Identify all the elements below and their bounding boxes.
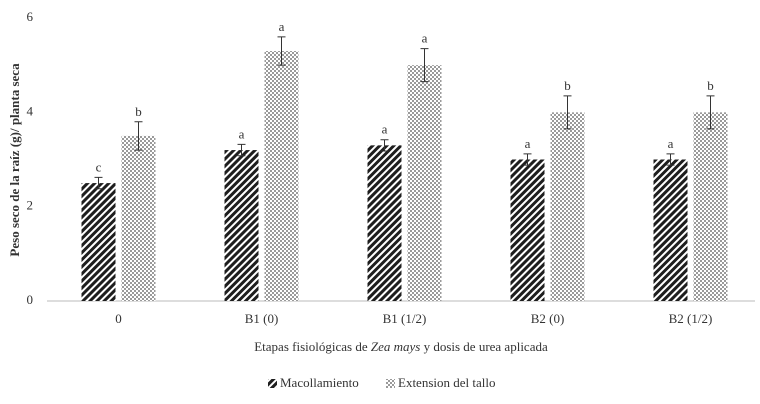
x-axis-title-part: y dosis de urea aplicada <box>420 339 548 354</box>
error-bar <box>380 139 389 152</box>
significance-letter: a <box>422 31 428 46</box>
bar <box>653 159 688 301</box>
significance-letter: b <box>707 78 714 93</box>
significance-letter: a <box>279 19 285 34</box>
bar <box>407 65 442 302</box>
x-axis-title-part: Etapas fisiológicas de <box>254 339 371 354</box>
bar <box>121 135 156 301</box>
bar <box>264 51 299 302</box>
error-bar <box>523 153 532 166</box>
x-axis-title-italic: Zea mays <box>371 339 420 354</box>
legend-swatch <box>268 379 277 388</box>
x-tick-label: B2 (1/2) <box>669 311 713 326</box>
y-axis-title: Peso seco de la raíz (g)/ planta seca <box>7 63 22 257</box>
y-tick-label: 6 <box>27 9 34 24</box>
error-bar <box>134 121 143 151</box>
error-bar <box>94 176 103 190</box>
error-bar <box>420 48 429 83</box>
error-bar <box>666 153 675 166</box>
y-tick-label: 2 <box>27 198 34 213</box>
significance-letter: a <box>525 136 531 151</box>
x-tick-label: 0 <box>115 311 122 326</box>
significance-letter: a <box>239 126 245 141</box>
x-axis-title: Etapas fisiológicas de Zea mays y dosis … <box>254 339 548 354</box>
significance-letter: c <box>96 159 102 174</box>
bar <box>224 150 259 301</box>
legend-label: Extension del tallo <box>398 375 495 390</box>
error-bar <box>563 95 572 130</box>
error-bar <box>277 36 286 66</box>
error-bar <box>237 143 246 157</box>
y-tick-label: 0 <box>27 292 34 307</box>
legend-label: Macollamiento <box>280 375 359 390</box>
y-tick-label: 4 <box>27 103 34 118</box>
bar <box>550 112 585 301</box>
legend-swatch <box>386 379 395 388</box>
bar <box>81 183 116 301</box>
error-bar <box>706 95 715 130</box>
significance-letter: a <box>382 122 388 137</box>
significance-letter: a <box>668 136 674 151</box>
bar <box>510 159 545 301</box>
x-tick-label: B2 (0) <box>531 311 565 326</box>
significance-letter: b <box>564 78 571 93</box>
significance-letter: b <box>135 104 142 119</box>
bar <box>693 112 728 301</box>
bar <box>367 145 402 301</box>
x-tick-label: B1 (1/2) <box>383 311 427 326</box>
x-tick-label: B1 (0) <box>245 311 279 326</box>
